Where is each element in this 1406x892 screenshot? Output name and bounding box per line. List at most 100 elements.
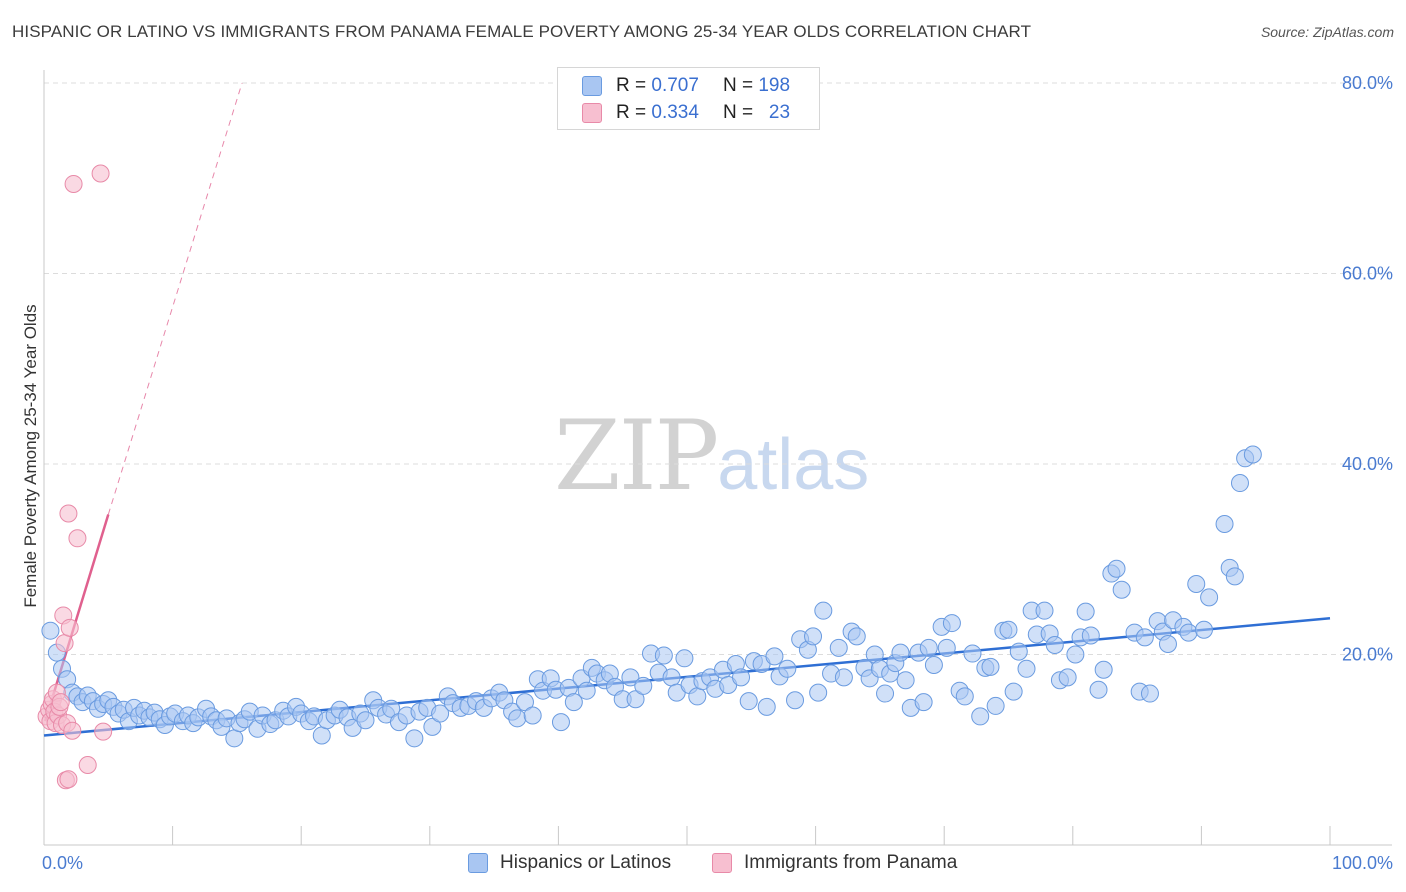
data-point-hispanics: [654, 646, 673, 665]
data-point-hispanics: [1140, 684, 1159, 703]
data-point-hispanics: [1004, 682, 1023, 701]
data-point-hispanics: [739, 692, 758, 711]
legend-r-label: R =: [616, 75, 647, 96]
data-point-hispanics: [971, 707, 990, 726]
data-point-hispanics: [732, 668, 751, 687]
data-point-hispanics: [981, 657, 1000, 676]
legend-r-value: 0.707: [651, 75, 699, 96]
series-legend: Hispanics or Latinos Immigrants from Pan…: [0, 852, 1406, 878]
data-point-hispanics: [804, 627, 823, 646]
data-point-hispanics: [688, 687, 707, 706]
data-point-hispanics: [1094, 660, 1113, 679]
data-point-hispanics: [765, 647, 784, 666]
data-point-hispanics: [1009, 642, 1028, 661]
tick-labels: 20.0% 40.0% 60.0% 80.0% 0.0% 100.0%: [42, 73, 1393, 873]
data-point-hispanics: [1076, 602, 1095, 621]
legend-item-panama[interactable]: Immigrants from Panama: [712, 852, 957, 874]
watermark-zip: ZIP: [554, 400, 719, 512]
data-point-hispanics: [814, 601, 833, 620]
legend-r-label: R =: [616, 102, 647, 123]
legend-swatch-hispanics: [582, 76, 602, 96]
data-point-hispanics: [1058, 668, 1077, 687]
chart-title: HISPANIC OR LATINO VS IMMIGRANTS FROM PA…: [12, 22, 1032, 41]
data-point-hispanics: [1215, 515, 1234, 534]
data-point-hispanics: [809, 683, 828, 702]
data-point-hispanics: [937, 638, 956, 657]
data-point-hispanics: [924, 655, 943, 674]
legend-label-panama: Immigrants from Panama: [744, 852, 958, 873]
source-credit: Source: ZipAtlas.com: [1260, 24, 1394, 40]
data-point-hispanics: [847, 627, 866, 646]
y-tick-label: 40.0%: [1342, 454, 1393, 474]
data-point-hispanics: [834, 668, 853, 687]
data-point-hispanics: [621, 668, 640, 687]
y-tick-label: 80.0%: [1342, 73, 1393, 93]
data-point-hispanics: [564, 693, 583, 712]
data-point-hispanics: [312, 726, 331, 745]
data-point-hispanics: [778, 659, 797, 678]
data-point-hispanics: [919, 638, 938, 657]
data-point-hispanics: [577, 681, 596, 700]
data-point-hispanics: [508, 709, 527, 728]
data-point-hispanics: [896, 671, 915, 690]
legend-item-hispanics[interactable]: Hispanics or Latinos: [468, 852, 671, 874]
data-point-panama: [91, 164, 110, 183]
legend-swatch-panama: [712, 853, 732, 873]
legend-n-label: N =: [722, 102, 754, 123]
data-point-hispanics: [551, 713, 570, 732]
data-point-hispanics: [1230, 474, 1249, 493]
data-point-hispanics: [829, 638, 848, 657]
data-point-hispanics: [1081, 626, 1100, 645]
gridlines: [44, 82, 1392, 655]
data-point-hispanics: [1179, 623, 1198, 642]
x-tick-label: 100.0%: [1332, 853, 1393, 873]
y-axis-label: Female Poverty Among 25-34 Year Olds: [21, 304, 40, 607]
data-point-hispanics: [1243, 445, 1262, 464]
data-point-hispanics: [942, 614, 961, 633]
data-point-hispanics: [423, 717, 442, 736]
data-point-panama: [94, 722, 113, 741]
legend-row-panama: R = 0.334 N = 23: [582, 101, 790, 125]
data-point-hispanics: [955, 687, 974, 706]
series-panama-points: [37, 164, 113, 790]
legend-n-label: N =: [722, 75, 754, 96]
legend-row-hispanics: R = 0.707 N = 198: [582, 74, 790, 98]
data-point-hispanics: [1066, 645, 1085, 664]
data-point-panama: [68, 529, 87, 548]
legend-label-hispanics: Hispanics or Latinos: [500, 852, 672, 873]
data-point-hispanics: [41, 621, 60, 640]
data-point-panama: [59, 770, 78, 789]
data-point-hispanics: [382, 699, 401, 718]
data-point-panama: [59, 504, 78, 523]
data-point-hispanics: [634, 676, 653, 695]
data-point-hispanics: [1107, 559, 1126, 578]
data-point-hispanics: [1035, 601, 1054, 620]
data-point-hispanics: [431, 704, 450, 723]
legend-n-value: 23: [768, 102, 791, 123]
y-tick-label: 60.0%: [1342, 264, 1393, 284]
data-point-hispanics: [1135, 628, 1154, 647]
data-point-hispanics: [999, 620, 1018, 639]
data-point-panama: [64, 174, 83, 193]
data-point-hispanics: [662, 668, 681, 687]
data-point-hispanics: [1045, 635, 1064, 654]
data-point-hispanics: [914, 693, 933, 712]
data-point-panama: [78, 755, 97, 774]
data-point-panama: [60, 618, 79, 637]
data-point-hispanics: [523, 706, 542, 725]
data-point-hispanics: [1017, 659, 1036, 678]
series-hispanics-points: [41, 445, 1262, 748]
data-point-hispanics: [1225, 567, 1244, 586]
data-point-hispanics: [405, 729, 424, 748]
data-point-hispanics: [675, 649, 694, 668]
data-point-panama: [63, 721, 82, 740]
data-point-hispanics: [1158, 635, 1177, 654]
data-point-hispanics: [891, 643, 910, 662]
data-point-hispanics: [626, 690, 645, 709]
y-tick-label: 20.0%: [1342, 645, 1393, 665]
data-point-panama: [55, 634, 74, 653]
data-point-hispanics: [356, 711, 375, 730]
legend-r-value: 0.334: [651, 102, 699, 123]
data-point-hispanics: [1112, 580, 1131, 599]
